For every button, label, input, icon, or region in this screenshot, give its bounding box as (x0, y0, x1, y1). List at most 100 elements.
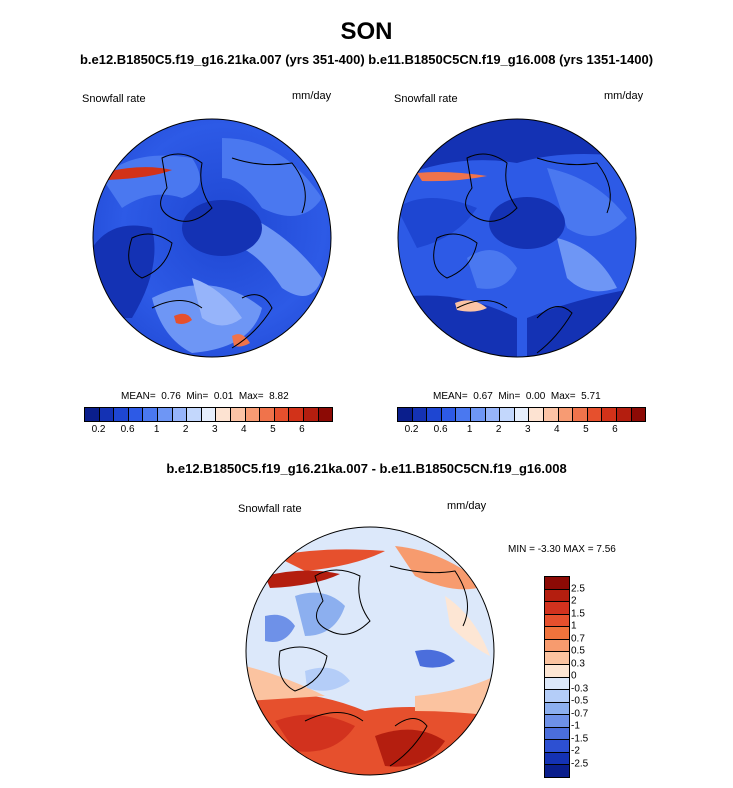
diff-stats: MIN = -3.30 MAX = 7.56 (508, 544, 616, 555)
colorbar-tick-label: 0.6 (433, 424, 448, 435)
colorbar-tick-label: 6 (299, 424, 305, 435)
colorbar-tick-label: 2 (495, 424, 502, 435)
colorbar-swatch (587, 408, 603, 421)
colorbar-swatch (441, 408, 457, 421)
right-stats: MEAN= 0.67 Min= 0.00 Max= 5.71 (433, 391, 601, 402)
colorbar-swatch (201, 408, 217, 421)
right-variable-label: Snowfall rate (394, 93, 458, 105)
colorbar-swatch (157, 408, 173, 421)
colorbar-tick-label: 1 (466, 424, 473, 435)
colorbar-tick-label: -0.3 (571, 683, 589, 694)
colorbar-tick-label: 4 (554, 424, 560, 435)
left-variable-label: Snowfall rate (82, 93, 146, 105)
colorbar-swatch (543, 408, 559, 421)
colorbar-swatch (303, 408, 319, 421)
colorbar-swatch (245, 408, 261, 421)
cases-header: b.e12.B1850C5.f19_g16.21ka.007 (yrs 351-… (79, 52, 654, 67)
colorbar-swatch (529, 408, 544, 421)
colorbar-swatch (128, 408, 144, 421)
diff-variable-label: Snowfall rate (238, 503, 302, 515)
colorbar-swatch (558, 408, 574, 421)
right-colorbar-labels: 0.2 0.6 1 2 3 4 5 6 (397, 424, 644, 438)
colorbar-swatch (216, 408, 231, 421)
colorbar-tick-label: 2.5 (571, 583, 585, 594)
colorbar-tick-label: 5 (270, 424, 276, 435)
colorbar-swatch (260, 408, 275, 421)
colorbar-tick-label: 2 (571, 595, 577, 607)
colorbar-tick-label: 5 (583, 424, 589, 435)
colorbar-tick-label: -2.5 (571, 758, 589, 769)
right-colorbar (397, 407, 646, 422)
colorbar-tick-label: -1.5 (571, 733, 589, 744)
colorbar-swatch (602, 408, 617, 421)
colorbar-swatch (289, 408, 304, 421)
colorbar-tick-label: -0.7 (571, 708, 589, 719)
colorbar-swatch (631, 408, 646, 421)
colorbar-swatch (427, 408, 442, 421)
colorbar-swatch (545, 577, 569, 590)
colorbar-swatch (545, 727, 569, 741)
colorbar-swatch (545, 752, 569, 766)
colorbar-swatch (398, 408, 413, 421)
diff-units-label: mm/day (447, 500, 487, 512)
colorbar-swatch (274, 408, 290, 421)
colorbar-tick-label: 2 (182, 424, 189, 435)
left-units-label: mm/day (292, 90, 332, 102)
colorbar-swatch (573, 408, 588, 421)
colorbar-tick-label: 0.2 (404, 424, 419, 435)
colorbar-swatch (545, 715, 569, 728)
diff-colorbar (544, 576, 570, 778)
colorbar-tick-label: 1 (571, 620, 577, 632)
colorbar-tick-label: 6 (612, 424, 618, 435)
colorbar-swatch (545, 652, 569, 665)
colorbar-tick-label: -1 (571, 720, 580, 732)
colorbar-swatch (514, 408, 530, 421)
colorbar-tick-label: 0.6 (120, 424, 135, 435)
colorbar-swatch (545, 740, 569, 753)
colorbar-swatch (318, 408, 333, 421)
colorbar-swatch (187, 408, 202, 421)
colorbar-swatch (545, 677, 569, 691)
colorbar-tick-label: 0.5 (571, 645, 585, 657)
left-stats: MEAN= 0.76 Min= 0.01 Max= 8.82 (121, 391, 289, 402)
colorbar-tick-label: 3 (211, 424, 218, 435)
difference-title: b.e12.B1850C5.f19_g16.21ka.007 - b.e11.B… (166, 461, 567, 476)
colorbar-swatch (545, 614, 569, 628)
colorbar-swatch (230, 408, 246, 421)
colorbar-swatch (85, 408, 100, 421)
colorbar-tick-label: 0.7 (571, 633, 585, 644)
colorbar-swatch (412, 408, 428, 421)
colorbar-swatch (172, 408, 188, 421)
colorbar-swatch (99, 408, 115, 421)
colorbar-tick-label: 0.2 (91, 424, 106, 435)
colorbar-tick-label: 0.3 (571, 658, 585, 669)
colorbar-tick-label: 0 (571, 670, 577, 682)
colorbar-tick-label: 1.5 (571, 608, 585, 619)
colorbar-swatch (545, 639, 569, 653)
left-polar-map (92, 118, 332, 358)
colorbar-swatch (545, 664, 569, 678)
season-title: SON (340, 18, 393, 45)
colorbar-tick-label: -2 (571, 745, 580, 757)
colorbar-swatch (470, 408, 486, 421)
colorbar-swatch (545, 702, 569, 716)
colorbar-swatch (485, 408, 501, 421)
diff-polar-map (245, 526, 495, 776)
colorbar-swatch (114, 408, 129, 421)
left-colorbar-labels: 0.2 0.6 1 2 3 4 5 6 (84, 424, 331, 438)
colorbar-swatch (545, 602, 569, 615)
colorbar-tick-label: -0.5 (571, 695, 589, 707)
colorbar-tick-label: 1 (153, 424, 160, 435)
right-units-label: mm/day (604, 90, 644, 102)
colorbar-swatch (545, 690, 569, 703)
colorbar-swatch (545, 765, 569, 777)
colorbar-swatch (456, 408, 471, 421)
colorbar-swatch (545, 589, 569, 603)
right-polar-map (397, 118, 637, 358)
colorbar-swatch (500, 408, 515, 421)
colorbar-swatch (545, 627, 569, 640)
diff-colorbar-labels: 2.5 2 1.5 1 0.7 0.5 0.3 0 -0.3 -0.5 -0.7 -1 -1.5 -2 -2… (571, 576, 611, 776)
colorbar-tick-label: 4 (241, 424, 247, 435)
colorbar-swatch (616, 408, 632, 421)
colorbar-swatch (143, 408, 158, 421)
